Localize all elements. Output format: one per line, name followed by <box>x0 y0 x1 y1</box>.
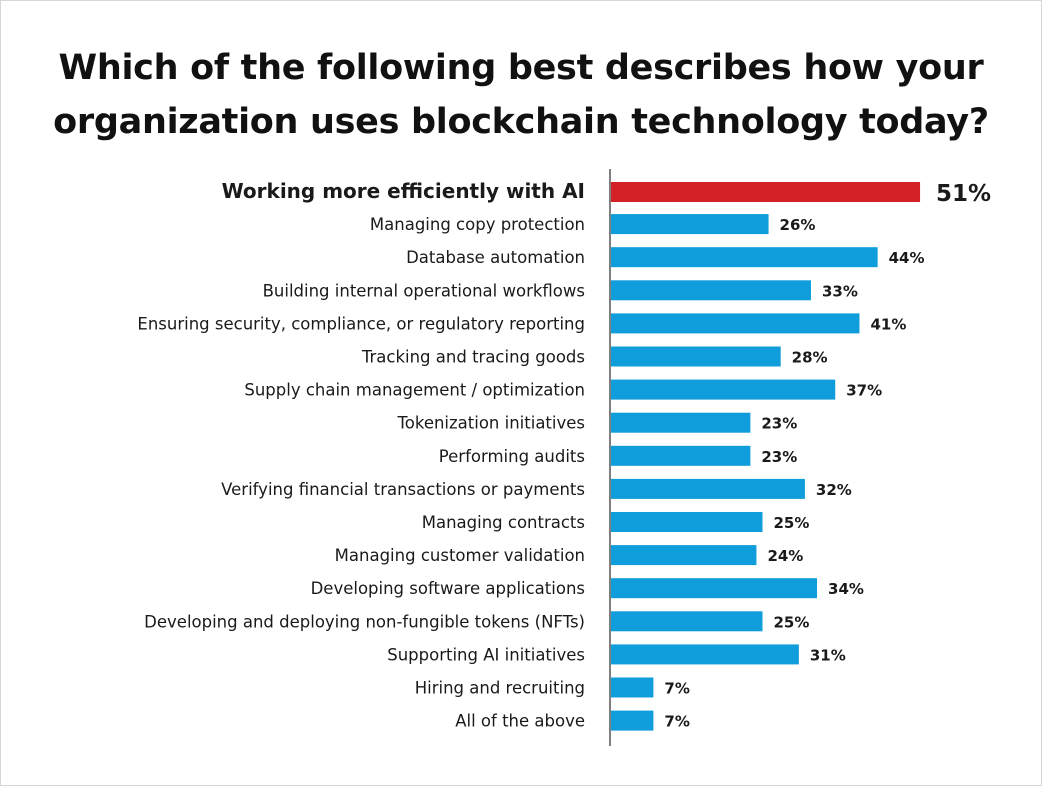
category-label: Building internal operational workflows <box>263 281 585 300</box>
category-label: Performing audits <box>439 447 585 466</box>
value-label: 28% <box>792 349 828 367</box>
category-label: Developing software applications <box>311 579 585 598</box>
category-label: Managing customer validation <box>335 546 585 565</box>
bar <box>611 578 818 599</box>
value-label: 7% <box>664 680 689 698</box>
value-label: 24% <box>767 547 803 565</box>
bar <box>611 710 654 731</box>
value-label: 32% <box>816 481 852 499</box>
bar <box>611 478 805 499</box>
category-label: Ensuring security, compliance, or regula… <box>137 314 585 333</box>
category-label: Hiring and recruiting <box>415 679 585 698</box>
category-label: Working more efficiently with AI <box>222 179 585 203</box>
category-label: Managing copy protection <box>370 215 585 234</box>
bar <box>611 247 878 268</box>
bar <box>611 512 763 532</box>
value-label: 23% <box>761 448 797 466</box>
category-label: Supporting AI initiatives <box>387 645 585 664</box>
value-label: 7% <box>664 713 689 731</box>
category-label: Tracking and tracing goods <box>361 348 585 367</box>
bar <box>611 445 751 466</box>
value-label: 33% <box>822 282 858 300</box>
bar <box>611 644 799 665</box>
category-label: Verifying financial transactions or paym… <box>221 480 585 499</box>
chart-title: Which of the following best describes ho… <box>53 48 989 142</box>
value-label: 44% <box>889 249 925 267</box>
category-label: Supply chain management / optimization <box>244 381 585 400</box>
category-label: Database automation <box>406 248 585 267</box>
value-label: 26% <box>780 216 816 234</box>
bar <box>611 346 781 367</box>
bar <box>611 379 836 400</box>
value-label: 23% <box>761 415 797 433</box>
bar <box>611 280 811 301</box>
bar <box>611 214 769 235</box>
category-label: Developing and deploying non-fungible to… <box>144 612 585 631</box>
bar <box>611 611 763 632</box>
bar <box>611 412 751 433</box>
bar <box>611 545 757 566</box>
value-label: 34% <box>828 580 864 598</box>
category-label: Tokenization initiatives <box>396 414 585 433</box>
bar <box>611 677 654 698</box>
value-label: 31% <box>810 646 846 664</box>
value-label: 41% <box>870 315 906 333</box>
value-label: 25% <box>774 514 810 532</box>
category-label: Managing contracts <box>422 513 585 532</box>
value-label: 25% <box>774 613 810 631</box>
bar <box>611 313 860 334</box>
value-label: 51% <box>936 181 991 207</box>
bar <box>611 182 921 202</box>
category-label: All of the above <box>455 712 585 731</box>
value-label: 37% <box>846 382 882 400</box>
